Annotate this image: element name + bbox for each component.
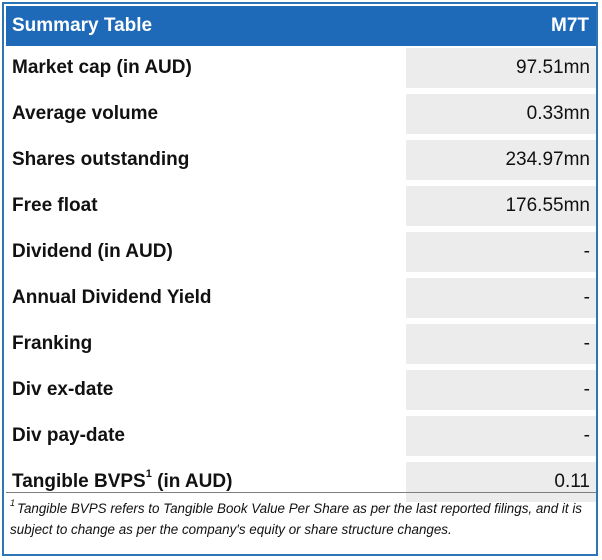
row-value: 234.97mn <box>406 140 596 180</box>
row-label: Average volume <box>12 103 159 124</box>
table-row: Div pay-date - <box>6 414 596 460</box>
row-label: Div pay-date <box>12 425 125 446</box>
row-label: Dividend (in AUD) <box>12 241 173 262</box>
row-value: 0.33mn <box>406 94 596 134</box>
table-header: Summary Table M7T <box>6 6 596 46</box>
table-row: Tangible BVPS1 (in AUD) 0.11 <box>6 460 596 506</box>
row-value: 0.11 <box>406 462 596 502</box>
footnote-marker: 1 <box>145 467 152 480</box>
table-row: Market cap (in AUD) 97.51mn <box>6 46 596 92</box>
row-label: Div ex-date <box>12 379 114 400</box>
table-row: Average volume 0.33mn <box>6 92 596 138</box>
row-label: Free float <box>12 195 98 216</box>
ticker-symbol: M7T <box>551 15 589 36</box>
row-value: 97.51mn <box>406 48 596 88</box>
footnote-number: 1 <box>10 497 16 508</box>
footnote-text: Tangible BVPS refers to Tangible Book Va… <box>10 501 582 537</box>
row-label-suffix: (in AUD) <box>151 471 233 492</box>
row-label: Tangible BVPS1 (in AUD) <box>12 460 232 504</box>
table-row: Div ex-date - <box>6 368 596 414</box>
row-label-main: Tangible BVPS <box>12 471 146 492</box>
table-body: Market cap (in AUD) 97.51mn Average volu… <box>6 46 596 506</box>
row-label: Market cap (in AUD) <box>12 57 192 78</box>
footnote: 1 Tangible BVPS refers to Tangible Book V… <box>6 492 596 540</box>
table-title: Summary Table <box>12 15 153 36</box>
table-row: Franking - <box>6 322 596 368</box>
table-row: Free float 176.55mn <box>6 184 596 230</box>
row-value: - <box>406 370 596 410</box>
row-label: Shares outstanding <box>12 149 190 170</box>
row-value: - <box>406 278 596 318</box>
row-value: 176.55mn <box>406 186 596 226</box>
table-row: Shares outstanding 234.97mn <box>6 138 596 184</box>
row-value: - <box>406 416 596 456</box>
row-label: Franking <box>12 333 93 354</box>
row-label: Annual Dividend Yield <box>12 287 212 308</box>
table-row: Annual Dividend Yield - <box>6 276 596 322</box>
table-row: Dividend (in AUD) - <box>6 230 596 276</box>
row-value: - <box>406 324 596 364</box>
row-value: - <box>406 232 596 272</box>
